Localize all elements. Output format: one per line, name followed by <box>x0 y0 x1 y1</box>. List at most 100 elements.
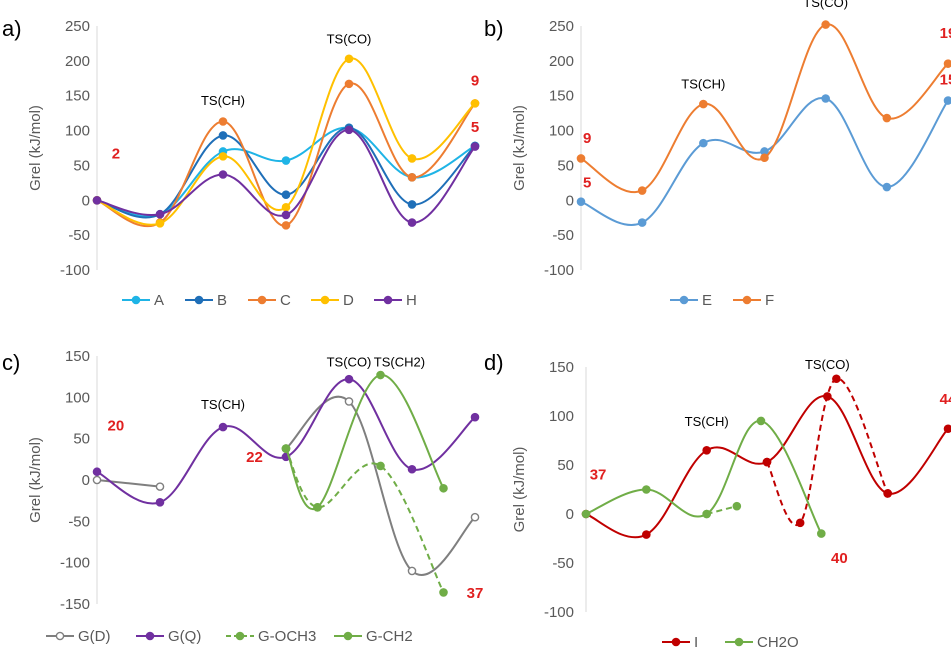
y-tick-label: -100 <box>60 262 90 279</box>
data-point <box>832 374 841 384</box>
data-point <box>470 412 480 422</box>
y-tick-label: 150 <box>549 359 574 376</box>
y-tick-label: 0 <box>82 192 90 209</box>
legend-marker <box>679 295 689 305</box>
data-point <box>576 154 586 163</box>
series-line <box>96 378 476 505</box>
legend: I CH2O <box>662 634 799 651</box>
data-point <box>218 117 228 126</box>
legend: G(D) G(Q) G-OCH3 G-CH2 <box>46 628 413 645</box>
highlight-number: 19 <box>940 25 951 42</box>
annotation-label: TS(CO) <box>805 357 850 372</box>
y-tick-label: 200 <box>65 53 90 70</box>
highlight-number: 44 <box>940 391 951 408</box>
legend-marker <box>383 295 393 305</box>
data-point <box>439 483 448 493</box>
data-point <box>702 445 711 455</box>
data-point <box>943 424 951 434</box>
data-point <box>762 457 772 467</box>
data-point <box>642 485 651 494</box>
data-point <box>702 509 711 519</box>
data-point <box>281 221 291 230</box>
y-tick-label: 150 <box>549 88 574 105</box>
series-line <box>285 395 476 576</box>
legend-label: C <box>280 292 291 309</box>
legend-label: G-CH2 <box>366 628 413 645</box>
data-point <box>155 209 165 219</box>
data-point <box>218 422 228 432</box>
legend-marker <box>734 637 744 647</box>
legend-label: F <box>765 292 774 309</box>
highlight-number: 9 <box>471 72 479 89</box>
legend-marker <box>320 295 330 305</box>
data-point <box>642 530 651 539</box>
data-point <box>344 125 354 135</box>
data-point <box>470 99 480 108</box>
data-point <box>732 501 742 511</box>
y-tick-label: -50 <box>68 513 90 530</box>
data-point <box>218 170 228 179</box>
data-point <box>92 467 102 477</box>
data-point <box>155 218 165 228</box>
y-tick-label: 0 <box>566 506 574 523</box>
legend-marker <box>257 295 267 305</box>
y-tick-label: -100 <box>544 262 574 279</box>
y-tick-label: 250 <box>65 18 90 35</box>
data-point <box>344 374 354 384</box>
y-tick-label: 100 <box>65 389 90 406</box>
data-point <box>817 529 826 538</box>
data-point <box>821 94 830 103</box>
annotation-label: TS(CO) <box>327 31 372 46</box>
legend-label: A <box>154 292 164 309</box>
legend-marker <box>131 295 141 305</box>
highlight-number: 15 <box>940 72 951 89</box>
data-point <box>407 154 417 163</box>
data-point <box>883 489 892 498</box>
y-tick-label: 50 <box>73 157 90 174</box>
data-point <box>92 475 102 485</box>
data-point <box>943 96 951 105</box>
y-tick-label: 250 <box>549 18 574 35</box>
series-line <box>96 57 476 226</box>
annotation-label: TS(CH2) <box>374 355 425 370</box>
highlight-number: 37 <box>590 467 607 484</box>
legend-marker <box>671 637 681 647</box>
data-point <box>637 186 647 195</box>
data-point <box>281 444 291 453</box>
y-tick-label: 150 <box>65 88 90 105</box>
highlight-number: 9 <box>583 130 591 147</box>
data-point <box>470 142 480 151</box>
panel-4: d) -100 -50 0 50 100 150 Grel (kJ/mol) TS(CH) TS(… <box>484 350 951 651</box>
highlight-number: 40 <box>831 550 848 567</box>
legend-label: G-OCH3 <box>258 628 316 645</box>
legend-marker <box>55 631 65 641</box>
highlight-number: 5 <box>471 119 479 136</box>
data-point <box>344 397 354 406</box>
legend-marker <box>343 631 353 641</box>
data-point <box>376 461 385 471</box>
data-point <box>882 182 892 192</box>
panel-label: b) <box>484 16 504 41</box>
data-point <box>760 153 769 163</box>
y-tick-label: 100 <box>549 408 574 425</box>
data-point <box>407 464 417 474</box>
panel-label: d) <box>484 350 504 375</box>
legend-marker <box>742 295 752 305</box>
data-point <box>756 416 766 426</box>
highlight-number: 2 <box>112 145 120 162</box>
legend-marker <box>145 631 155 641</box>
annotation-label: TS(CH) <box>681 77 725 92</box>
legend-marker <box>235 631 245 641</box>
y-axis-label: Grel (kJ/mol) <box>27 437 44 523</box>
highlight-number: 20 <box>108 417 125 434</box>
series-line <box>580 23 949 194</box>
y-tick-label: -150 <box>60 596 90 613</box>
y-axis-label: Grel (kJ/mol) <box>511 447 528 533</box>
data-point <box>699 138 708 148</box>
annotation-label: TS(CO) <box>803 0 848 10</box>
legend-label: B <box>217 292 227 309</box>
series-line <box>585 419 823 535</box>
data-point <box>407 566 417 576</box>
